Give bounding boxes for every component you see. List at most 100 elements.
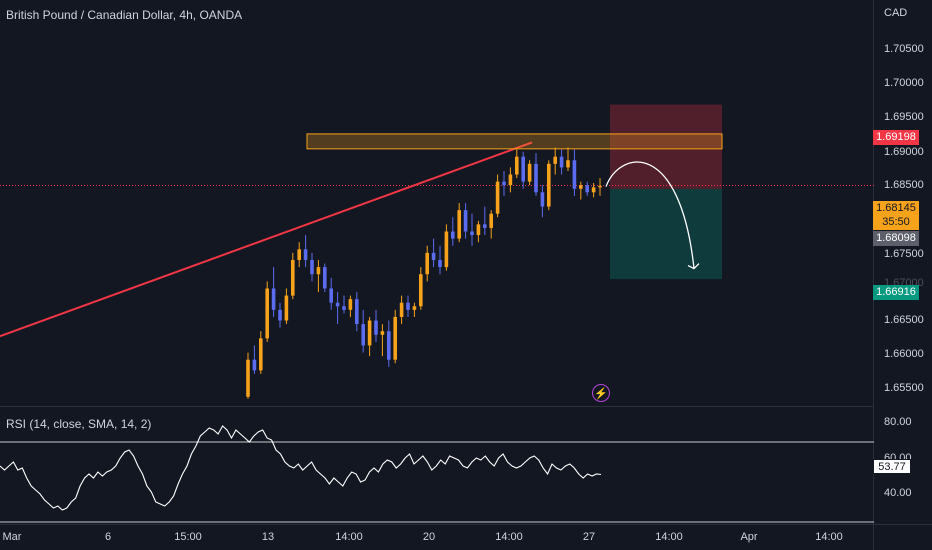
price-label: 1.70000 [884,77,924,89]
time-label: Mar [2,531,22,543]
candle-body [540,192,545,207]
candle [521,151,525,189]
candle-body [265,288,269,339]
candle-body [431,252,436,260]
candle-body [329,288,333,303]
rsi-title: RSI (14, close, SMA, 14, 2) [6,417,152,431]
candle-body [566,160,570,168]
candle [559,149,564,175]
candle [457,203,461,243]
candle [495,174,500,218]
candle [572,149,577,196]
candle [355,292,359,332]
projection-arrow[interactable] [605,161,695,269]
candle [598,178,602,196]
trendline[interactable] [0,141,533,338]
candle [508,167,513,193]
candle [483,206,487,236]
stop-loss-zone[interactable] [610,104,722,189]
time-label: 13 [261,531,275,543]
candle [502,170,506,196]
candle [303,235,308,268]
rsi-level-label: 80.00 [884,416,912,428]
candle [259,331,263,374]
rsi-level-label: 40.00 [884,487,912,499]
candle [451,217,455,246]
rsi-value-badge: 53.77 [873,459,911,474]
candle-body [316,267,321,275]
candle-body [495,181,500,214]
candle-body [246,359,250,397]
candle [579,181,583,200]
candle [329,277,333,310]
candle [591,183,596,198]
candle-body [527,163,532,182]
resistance-zone[interactable] [306,133,723,150]
candle-body [271,288,276,310]
candle-body [297,249,301,260]
time-label: 14:00 [495,531,523,543]
candle [380,324,385,357]
candle-body [579,185,583,189]
candle-body [419,274,423,307]
candle [316,259,321,293]
price-label: 1.65500 [884,382,924,394]
candle-body [355,299,359,325]
candle-body [361,324,365,346]
projection-arrow-head [687,263,700,270]
candle-body [547,163,551,207]
candle-body [457,210,461,239]
candle [515,149,519,179]
candle-body [515,156,519,175]
candle-body [502,181,506,186]
candle [278,302,282,328]
candle-body [559,156,564,168]
bolt-icon[interactable]: ⚡ [592,384,610,402]
rsi-pane[interactable] [0,425,874,523]
time-label: 6 [104,531,112,543]
candles [246,147,602,399]
candle [547,160,551,211]
candle-body [470,231,474,236]
candle-body [444,231,449,268]
candle [297,242,301,268]
candle [431,238,436,268]
entry-price-badge: 1.68098 [873,231,919,246]
candle [489,210,493,239]
candle-body [374,320,378,335]
price-label: 1.66000 [884,348,924,360]
candle-body [476,224,481,236]
candle-body [284,295,289,321]
stop-price-badge: 1.69198 [873,130,919,145]
candle-body [335,302,340,307]
candle [335,292,340,325]
candle [540,185,545,218]
candle [527,160,532,186]
candle [310,252,314,282]
candle [361,309,365,353]
candle-body [259,338,263,371]
candle [387,320,391,367]
price-label: 1.68500 [884,179,924,191]
candle-body [451,231,455,239]
candle [393,309,397,364]
candle [566,147,570,171]
time-label: Apr [740,531,758,543]
candle-body [393,316,397,360]
candle [463,203,468,239]
candle [425,245,429,282]
take-profit-zone[interactable] [610,188,722,280]
candle [585,181,589,196]
target-price-badge: 1.66916 [873,285,919,300]
candle [438,245,442,275]
candle-body [380,331,385,335]
current-price-value: 1.68145 [876,202,916,214]
candle-body [598,185,602,188]
candle [284,288,289,325]
candle [553,147,557,175]
time-label: 14:00 [335,531,363,543]
candle [534,153,538,196]
price-label: 1.69500 [884,111,924,123]
